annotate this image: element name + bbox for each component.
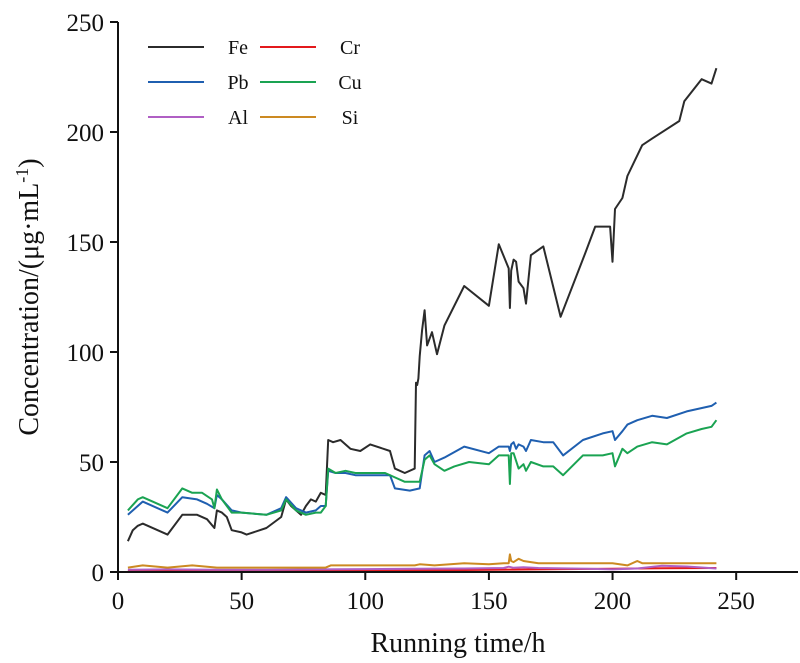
legend-label-al: Al	[228, 107, 248, 129]
legend: Fe Cr Pb Cu Al Si	[148, 37, 362, 129]
series-layer	[126, 67, 718, 573]
legend-label-cu: Cu	[338, 72, 361, 94]
x-tick-label: 0	[112, 588, 125, 615]
legend-label-si: Si	[342, 107, 359, 129]
x-tick-label: 150	[470, 588, 508, 615]
series-line-fe	[126, 67, 718, 542]
y-tick-label: 100	[67, 340, 105, 367]
y-tick-label: 0	[92, 560, 105, 587]
y-tick-label: 250	[67, 10, 105, 37]
x-axis-title: Running time/h	[371, 628, 546, 659]
series-line-al	[127, 564, 717, 571]
legend-label-cr: Cr	[340, 37, 360, 59]
series-line-si	[127, 553, 717, 569]
y-tick-label: 50	[79, 450, 104, 477]
series-line-cu	[127, 419, 718, 516]
y-tick-label: 200	[67, 120, 105, 147]
y-axis-title-superscript: -1	[12, 168, 32, 183]
x-tick-label: 250	[717, 588, 755, 615]
legend-label-fe: Fe	[228, 37, 248, 59]
x-tick-label: 200	[594, 588, 632, 615]
y-axis-title-close: )	[14, 158, 45, 167]
x-tick-label: 100	[347, 588, 385, 615]
y-axis-title-main: Concentration/(μg·mL	[14, 183, 45, 436]
x-ticks: 0 50 100 150 200 250	[112, 572, 755, 615]
legend-label-pb: Pb	[227, 72, 248, 94]
y-tick-label: 150	[67, 230, 105, 257]
x-tick-label: 50	[229, 588, 254, 615]
y-ticks: 0 50 100 150 200 250	[67, 10, 118, 587]
y-axis-title: Concentration/(μg·mL-1)	[12, 158, 45, 435]
